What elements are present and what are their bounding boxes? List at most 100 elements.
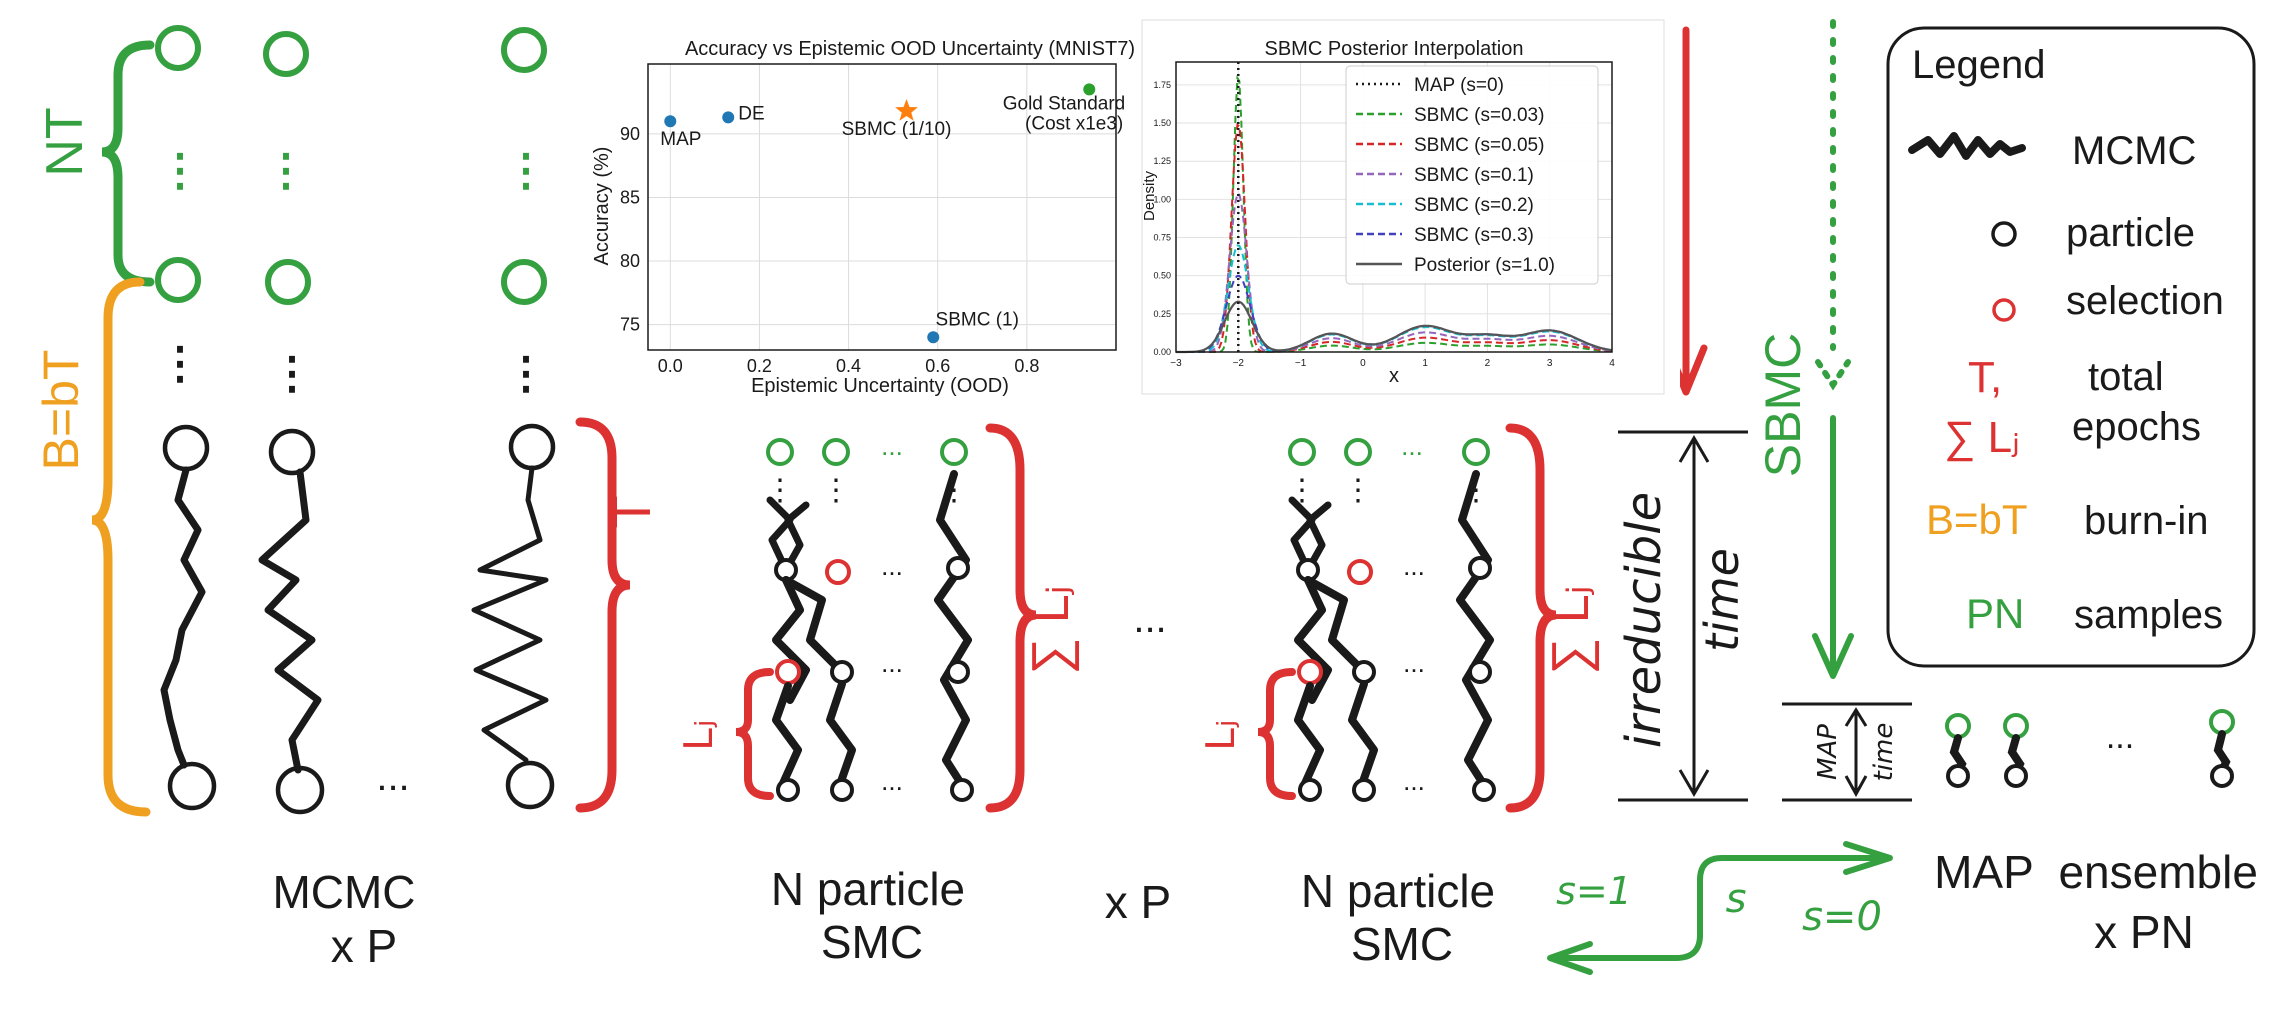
svg-text:...: ... [881, 551, 903, 581]
chart2-xtick: 2 [1485, 358, 1491, 369]
chart2-legend-frame [1345, 65, 1599, 285]
mcmc-caption-2: x P [331, 920, 397, 972]
svg-text:⋮: ⋮ [504, 146, 548, 195]
chart2-legend-label: MAP (s=0) [1414, 75, 1504, 96]
chart1-title: Accuracy vs Epistemic OOD Uncertainty (M… [685, 38, 1135, 60]
map-ensemble-caption-1: MAP ensemble [1934, 846, 2258, 898]
legend-mcmc-icon [1908, 132, 2026, 160]
smc-block-1: ... ⋮ ⋮ ⋮ ... ... ... Lⱼ ∑ Lⱼ N particle… [674, 423, 1080, 968]
svg-text:...: ... [881, 431, 903, 461]
chart1-xtick: 0.4 [836, 356, 861, 376]
smc1-caption-1: N particle [771, 863, 965, 915]
chart1-point-label: SBMC (1) [936, 309, 1019, 330]
sum-lj-label-2: ∑ Lⱼ [1542, 585, 1600, 675]
t-brace [575, 417, 631, 813]
legend-pn-symbol: PN [1966, 590, 2024, 637]
svg-text:...: ... [1403, 766, 1425, 796]
chart2-xtick: −2 [1233, 358, 1245, 369]
chart1-point-gold-standard [1083, 83, 1096, 96]
svg-text:...: ... [881, 648, 903, 678]
chart2-ytick: 0.25 [1153, 309, 1171, 319]
legend-samples-label: samples [2074, 593, 2223, 637]
s-label: s [1726, 876, 1747, 922]
mcmc-chain-3: ⋮ ⋮ [471, 27, 556, 810]
map-time-map-label: MAP [1813, 724, 1843, 780]
accuracy-vs-uncertainty-chart: Accuracy vs Epistemic OOD Uncertainty (M… [582, 28, 1156, 400]
chart2-ytick: 0.00 [1153, 347, 1171, 357]
chart2-legend-label: SBMC (s=0.05) [1414, 135, 1544, 156]
smc2-caption-1: N particle [1301, 865, 1495, 917]
chart2-ytick: 0.50 [1153, 271, 1171, 281]
posterior-interpolation-chart: SBMC Posterior Interpolation x Density −… [1140, 18, 1680, 395]
svg-text:...: ... [2106, 718, 2134, 756]
svg-text:⋮: ⋮ [270, 349, 314, 398]
sum-lj-brace-1 [985, 423, 1037, 813]
chart2-legend: MAP (s=0) SBMC (s=0.03) SBMC (s=0.05) SBMC … [1345, 65, 1599, 285]
chart2-legend-label: SBMC (s=0.3) [1414, 225, 1534, 246]
legend-total-label: total [2088, 355, 2164, 399]
chart1-point-sbmc-1 [927, 331, 940, 344]
irreducible-time: irreducible time [1616, 430, 1749, 802]
chart2-xtick: 3 [1547, 358, 1553, 369]
chart2-series-sbmc-s-0-03 [1176, 75, 1613, 353]
sbmc-label: SBMC [1755, 333, 1811, 477]
map-ensemble-samples: ... [1945, 709, 2235, 788]
chart1-xtick: 0.0 [658, 356, 683, 376]
legend-epochs-label: epochs [2072, 405, 2201, 449]
svg-text:⋮: ⋮ [1343, 474, 1373, 507]
svg-text:⋮: ⋮ [264, 146, 308, 195]
svg-text:⋮: ⋮ [821, 474, 851, 507]
chart1-point-label: Gold Standard [1003, 93, 1126, 114]
legend-particle-label: particle [2066, 211, 2195, 255]
map-ensemble-caption-2: x PN [2094, 906, 2194, 958]
legend-mcmc-label: MCMC [2072, 129, 2196, 173]
sum-lj-label-1: ∑ Lⱼ [1022, 585, 1080, 675]
legend-box: Legend MCMC particle selection T, ∑ Lⱼ t… [1886, 26, 2256, 668]
chart2-xlabel: x [1389, 365, 1399, 387]
legend-bbt-symbol: B=bT [1926, 496, 2028, 543]
chart2-xtick: 0 [1360, 358, 1366, 369]
bbt-label: B=bT [33, 350, 89, 471]
smc-block-2: ... ⋮ ⋮ ⋮ ... ... ... Lⱼ ∑ Lⱼ N particle… [1196, 423, 1600, 970]
svg-text:...: ... [1401, 431, 1423, 461]
lj-brace-1 [735, 668, 774, 800]
xp-middle: x P [1105, 876, 1171, 928]
chart1-xlabel: Epistemic Uncertainty (OOD) [751, 375, 1009, 397]
map-time-time-label: time [1869, 723, 1899, 782]
chart1-point-label: DE [738, 103, 764, 124]
chart1-ytick: 80 [620, 251, 640, 271]
sum-lj-brace-2 [1505, 423, 1557, 813]
chart1-ytick: 85 [620, 187, 640, 207]
legend-particle-icon [1991, 221, 2017, 247]
chart2-series-posterior-s-1-0 [1176, 300, 1613, 354]
chart1-ytick: 75 [620, 315, 640, 335]
chart1-point-sbmc-1-10 [895, 99, 918, 121]
lj-label-1: Lⱼ [674, 720, 721, 751]
svg-text:...: ... [881, 766, 903, 796]
legend-t-symbol: T, [1968, 353, 2002, 402]
chart1-point-label: SBMC (1/10) [842, 119, 952, 140]
chart1-ylabel: Accuracy (%) [591, 147, 613, 266]
smc2-caption-2: SMC [1351, 918, 1453, 970]
svg-text:⋮: ⋮ [158, 339, 202, 388]
mcmc-chain-2: ⋮ ⋮ [258, 31, 325, 815]
chart2-xtick: 4 [1609, 358, 1615, 369]
s-interpolation-arrow: s=1 s s=0 [1547, 841, 1893, 975]
chart1-point-map [664, 115, 677, 128]
irreducible-time-label: time [1695, 548, 1749, 652]
middle-ellipsis: ... [1133, 597, 1166, 641]
bbt-brace [91, 277, 151, 817]
mcmc-section: NT B=bT ⋮ ⋮ ⋮ ⋮ ... ⋮ [33, 25, 662, 972]
s0-label: s=0 [1802, 894, 1882, 940]
legend-selection-label: selection [2066, 279, 2224, 323]
chart2-ytick: 1.50 [1153, 118, 1171, 128]
chart1-point-label: (Cost x1e3) [1025, 113, 1123, 134]
lj-brace-2 [1257, 668, 1296, 800]
svg-text:...: ... [1403, 551, 1425, 581]
chart2-xtick: −1 [1295, 358, 1307, 369]
svg-text:...: ... [1403, 648, 1425, 678]
s1-label: s=1 [1556, 869, 1632, 913]
chart2-series-sbmc-s-0-05 [1176, 123, 1613, 353]
chart1-ytick: 90 [620, 124, 640, 144]
